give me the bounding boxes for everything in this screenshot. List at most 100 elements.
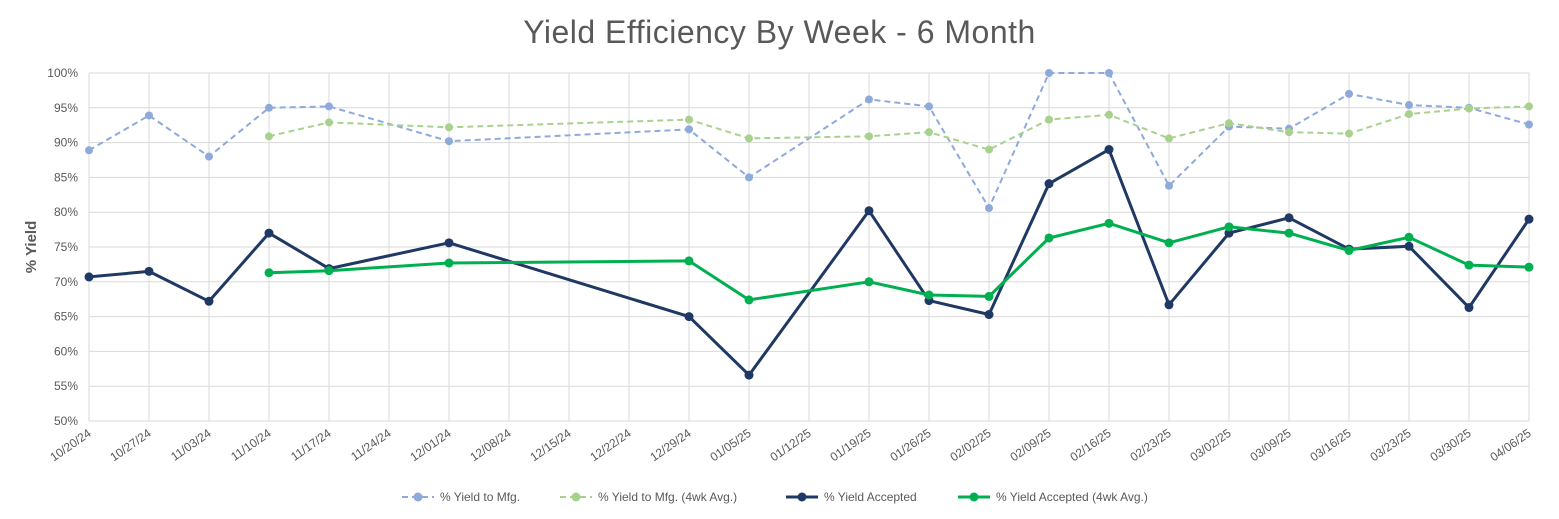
data-point bbox=[444, 258, 454, 268]
data-point bbox=[205, 152, 213, 161]
data-point bbox=[264, 228, 274, 238]
x-tick-label: 11/10/24 bbox=[228, 426, 274, 464]
x-tick-label: 11/17/24 bbox=[288, 426, 334, 464]
y-tick-label: 95% bbox=[54, 101, 78, 115]
data-point bbox=[144, 266, 154, 276]
legend-marker bbox=[969, 492, 979, 502]
y-tick-label: 55% bbox=[54, 379, 78, 393]
series-line bbox=[88, 148, 1531, 377]
legend-label: % Yield to Mfg. bbox=[440, 490, 520, 504]
data-point bbox=[1104, 145, 1114, 155]
y-tick-label: 80% bbox=[54, 205, 78, 219]
data-point bbox=[1224, 228, 1234, 238]
data-point bbox=[1045, 69, 1053, 77]
legend-marker bbox=[797, 492, 807, 502]
data-point bbox=[1465, 104, 1473, 113]
data-point bbox=[445, 123, 453, 132]
x-tick-label: 01/26/25 bbox=[887, 426, 934, 464]
chart-title: Yield Efficiency By Week - 6 Month bbox=[523, 14, 1036, 50]
y-tick-label: 50% bbox=[54, 414, 78, 428]
x-tick-label: 12/15/24 bbox=[527, 426, 574, 464]
series-1 bbox=[85, 69, 1533, 213]
data-point bbox=[1345, 89, 1353, 98]
x-tick-label: 10/20/24 bbox=[47, 426, 94, 464]
data-point bbox=[864, 206, 874, 216]
x-tick-label: 04/06/25 bbox=[1487, 426, 1534, 464]
data-point bbox=[325, 118, 333, 127]
data-point bbox=[1284, 228, 1294, 238]
data-point bbox=[145, 111, 153, 120]
data-point bbox=[1044, 179, 1054, 189]
data-point bbox=[924, 290, 934, 300]
legend-item: % Yield Accepted (4wk Avg.) bbox=[958, 490, 1148, 504]
grid-layer bbox=[88, 72, 1530, 422]
data-point bbox=[325, 102, 333, 111]
data-point bbox=[1524, 262, 1534, 272]
data-point bbox=[1104, 218, 1114, 228]
data-point bbox=[1525, 102, 1533, 111]
data-point bbox=[925, 128, 933, 137]
y-tick-label: 100% bbox=[47, 66, 78, 80]
x-axis-ticks: 10/20/24 10/27/24 11/03/24 11/10/24 11/17/24… bbox=[47, 426, 1534, 464]
x-tick-label: 01/19/25 bbox=[827, 426, 874, 464]
legend-item: % Yield Accepted bbox=[786, 490, 917, 504]
x-tick-label: 03/02/25 bbox=[1187, 426, 1234, 464]
x-tick-label: 01/05/25 bbox=[707, 426, 754, 464]
series-4 bbox=[264, 218, 1534, 305]
data-point bbox=[984, 291, 994, 301]
y-tick-label: 75% bbox=[54, 240, 78, 254]
x-tick-label: 01/12/25 bbox=[767, 426, 814, 464]
data-point bbox=[1404, 232, 1414, 242]
data-point bbox=[865, 132, 873, 141]
data-point bbox=[1165, 181, 1173, 190]
y-tick-label: 70% bbox=[54, 275, 78, 289]
x-tick-label: 02/09/25 bbox=[1007, 426, 1054, 464]
data-point bbox=[1224, 222, 1234, 232]
data-point bbox=[1105, 69, 1113, 77]
data-point bbox=[444, 238, 454, 248]
y-tick-label: 60% bbox=[54, 344, 78, 358]
data-point bbox=[264, 268, 274, 278]
data-point bbox=[265, 132, 273, 141]
data-point bbox=[1225, 119, 1233, 128]
x-tick-label: 02/23/25 bbox=[1127, 426, 1174, 464]
x-tick-label: 12/01/24 bbox=[407, 426, 454, 464]
data-point bbox=[1464, 303, 1474, 313]
legend-label: % Yield to Mfg. (4wk Avg.) bbox=[598, 490, 737, 504]
legend-label: % Yield Accepted (4wk Avg.) bbox=[996, 490, 1148, 504]
legend-label: % Yield Accepted bbox=[824, 490, 917, 504]
series-line bbox=[268, 105, 1530, 151]
data-point bbox=[1044, 233, 1054, 243]
x-tick-label: 02/16/25 bbox=[1067, 426, 1114, 464]
data-point bbox=[445, 137, 453, 146]
x-tick-label: 10/27/24 bbox=[107, 426, 154, 464]
series-layer bbox=[84, 69, 1534, 380]
data-point bbox=[985, 145, 993, 154]
data-point bbox=[1285, 128, 1293, 137]
data-point bbox=[1524, 214, 1534, 224]
x-tick-label: 03/09/25 bbox=[1247, 426, 1294, 464]
data-point bbox=[1105, 110, 1113, 119]
data-point bbox=[865, 95, 873, 104]
data-point bbox=[84, 272, 94, 282]
data-point bbox=[265, 103, 273, 112]
x-tick-label: 11/24/24 bbox=[348, 426, 394, 464]
legend-marker bbox=[413, 492, 423, 502]
data-point bbox=[1164, 300, 1174, 310]
x-tick-label: 03/16/25 bbox=[1307, 426, 1354, 464]
y-tick-label: 85% bbox=[54, 170, 78, 184]
data-point bbox=[1164, 238, 1174, 248]
y-axis-title: % Yield bbox=[23, 221, 40, 274]
data-point bbox=[1464, 260, 1474, 270]
data-point bbox=[744, 370, 754, 380]
legend-item: % Yield to Mfg. bbox=[402, 490, 520, 504]
series-2 bbox=[265, 102, 1533, 154]
data-point bbox=[684, 256, 694, 266]
data-point bbox=[1525, 120, 1533, 129]
data-point bbox=[204, 296, 214, 306]
data-point bbox=[1345, 129, 1353, 138]
y-tick-label: 90% bbox=[54, 136, 78, 150]
x-tick-label: 12/08/24 bbox=[467, 426, 514, 464]
x-tick-label: 03/23/25 bbox=[1367, 426, 1414, 464]
data-point bbox=[1165, 134, 1173, 143]
